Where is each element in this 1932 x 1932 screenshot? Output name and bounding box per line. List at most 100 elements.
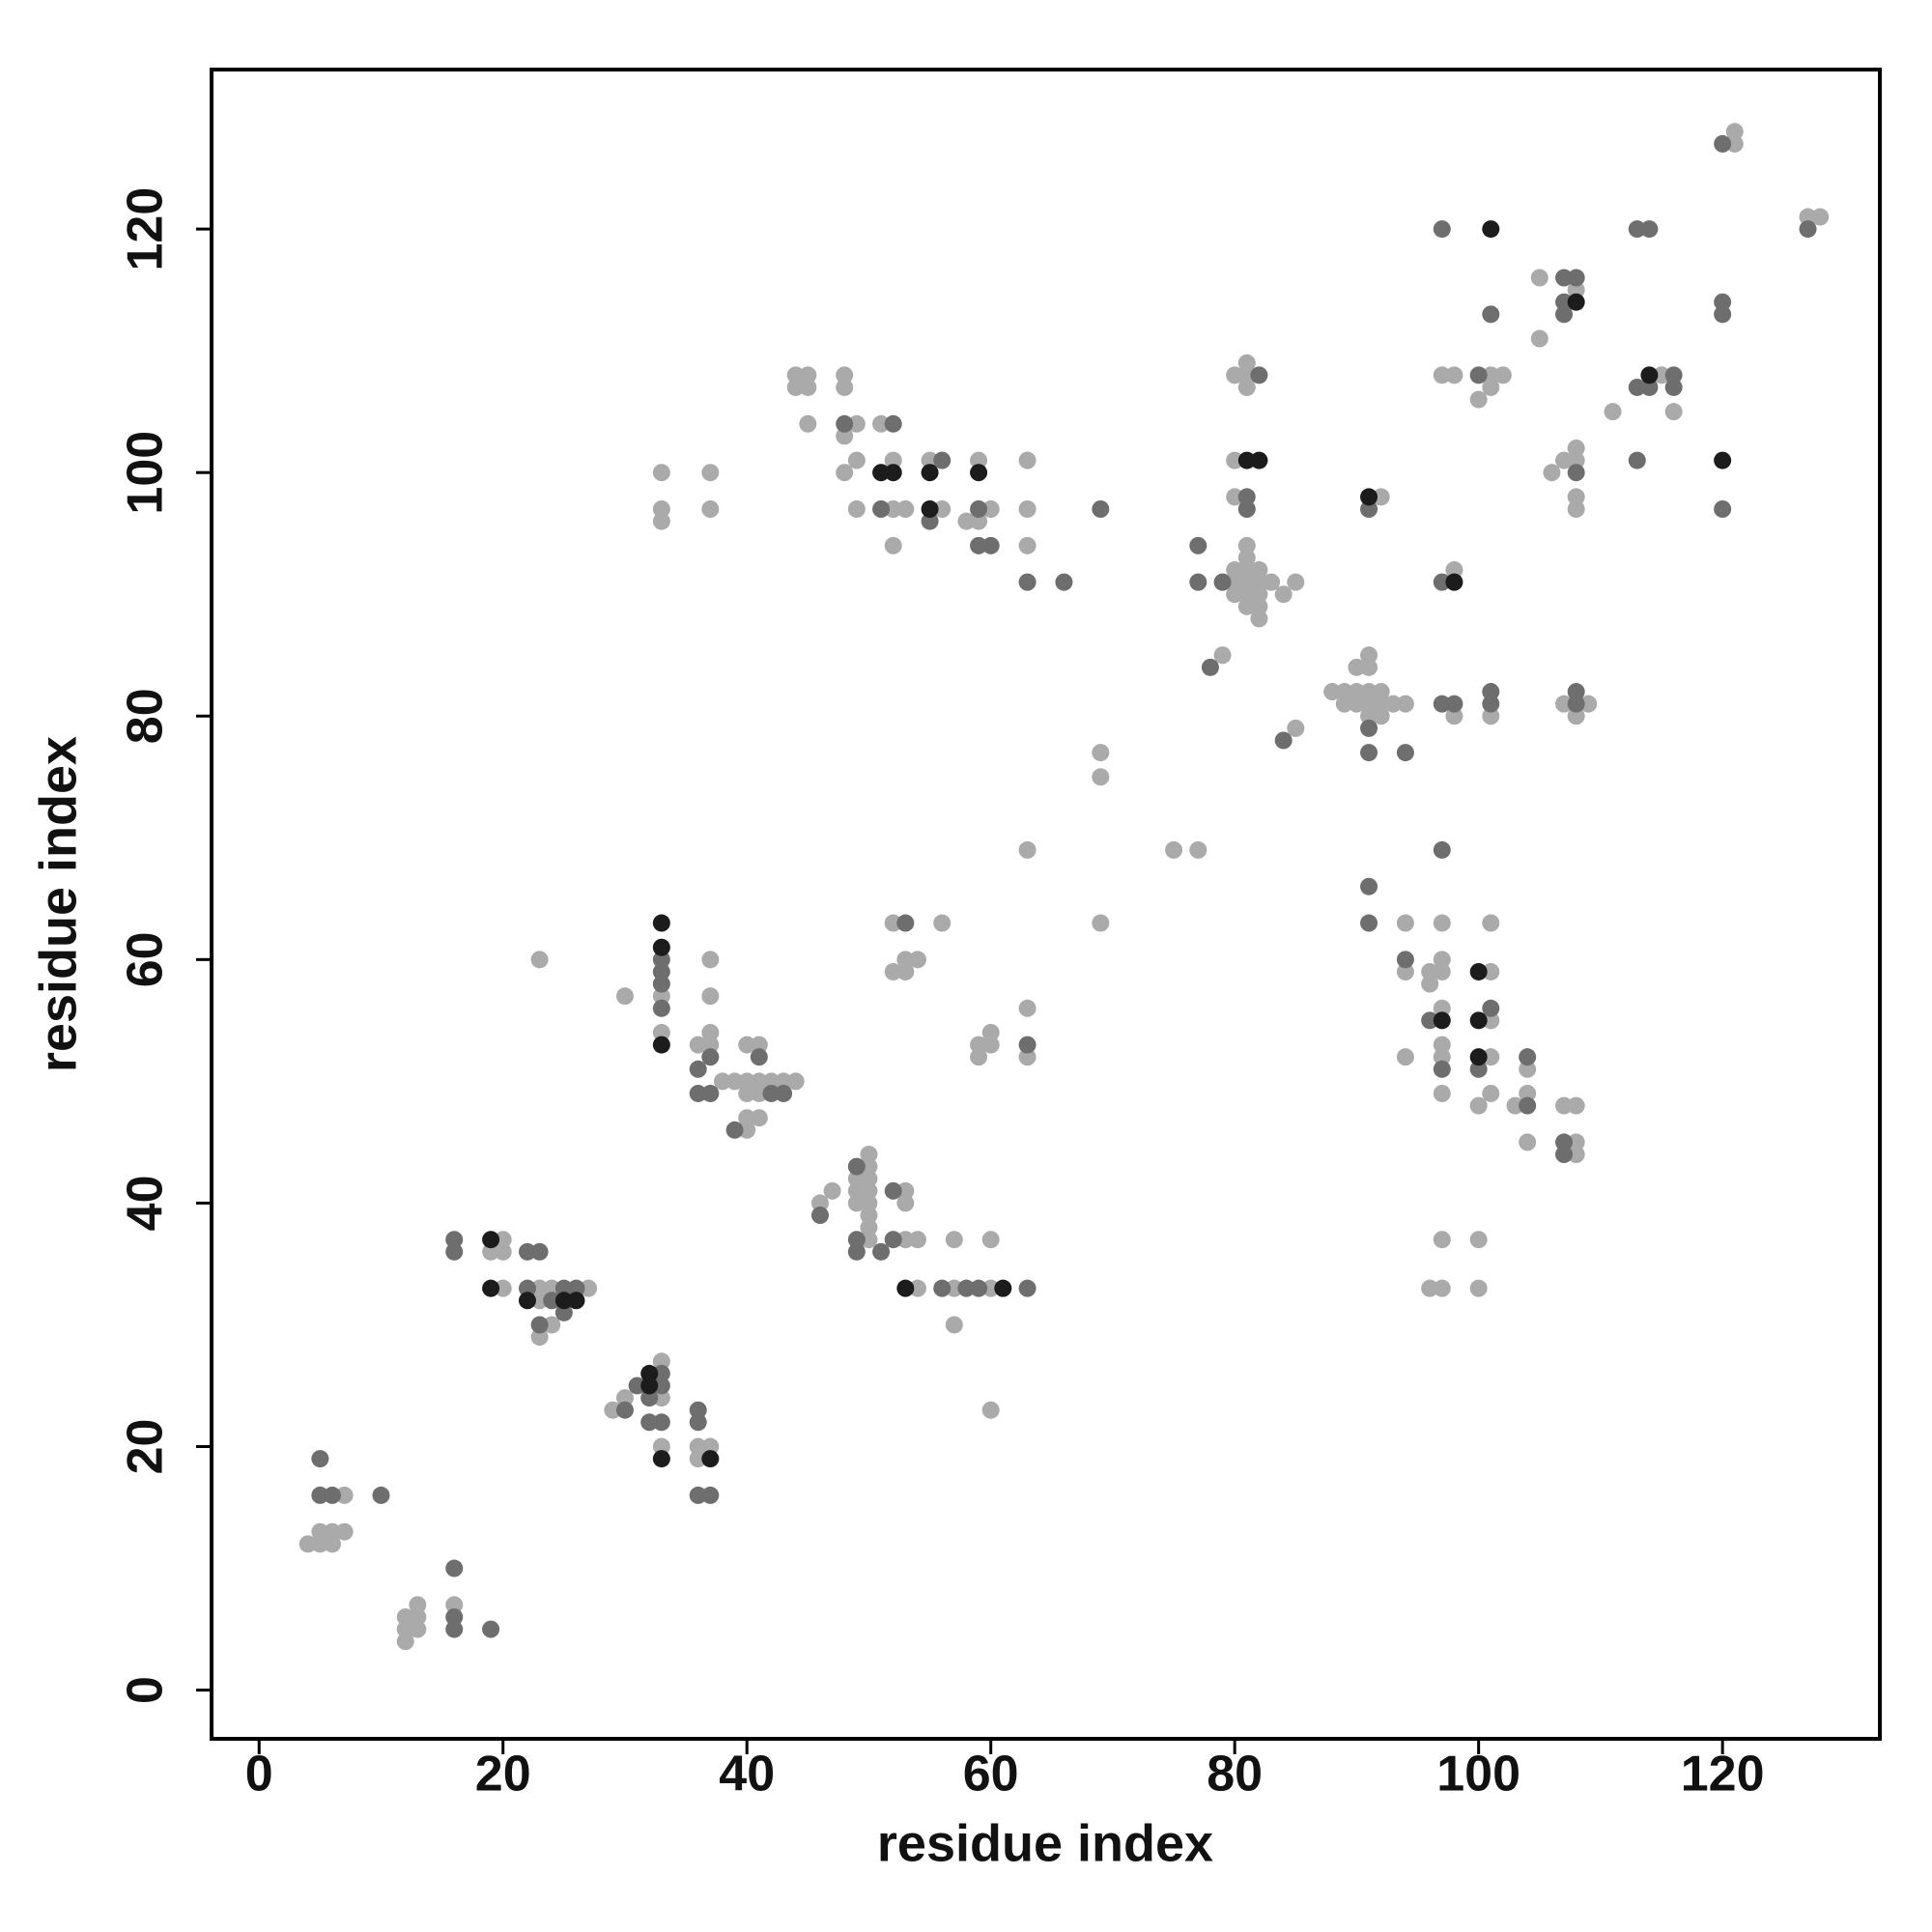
point [1469,366,1488,384]
point [860,1231,878,1249]
point [652,951,670,969]
point [1469,962,1488,980]
point [1396,695,1414,713]
point [1640,220,1659,239]
point [1396,1048,1414,1066]
point [1640,378,1659,396]
point [652,500,670,519]
point [957,1279,976,1297]
point [896,914,915,932]
point [652,962,670,980]
point [1201,658,1219,676]
point [872,464,891,482]
point [1482,914,1500,932]
point [1664,378,1683,396]
point [1567,500,1585,519]
point [799,366,817,384]
point [1506,1096,1524,1115]
point [1567,281,1585,299]
point [847,500,866,519]
point [640,1364,659,1382]
point [628,1377,646,1395]
point [1482,1084,1500,1102]
point [445,1231,464,1249]
point [1250,573,1268,591]
point [1237,451,1256,469]
x-tick-label: 40 [719,1747,775,1803]
point [1628,220,1646,239]
point [1567,1096,1585,1115]
point [810,1207,829,1225]
point [1092,914,1110,932]
point [1348,683,1366,701]
point [896,1279,915,1297]
point [701,1036,720,1054]
point [970,451,988,469]
point [750,1084,768,1102]
point [1469,1048,1488,1066]
point [908,951,926,969]
point [396,1620,414,1638]
point [580,1279,598,1297]
point [1445,366,1463,384]
point [1360,707,1378,725]
point [1433,1279,1451,1297]
point [1433,573,1451,591]
point [1237,378,1256,396]
point [750,1036,768,1054]
point [884,500,902,519]
point [750,1109,768,1127]
point [1433,914,1451,932]
point [1213,573,1232,591]
point [933,914,952,932]
point [701,1450,720,1468]
point [896,1181,915,1200]
x-tick-label: 0 [245,1747,273,1803]
point [836,366,854,384]
point [921,500,939,519]
point [554,1303,573,1321]
point [1237,573,1256,591]
point [896,962,915,980]
point [1567,695,1585,713]
point [543,1279,561,1297]
point [701,1437,720,1456]
point [1287,719,1305,737]
point [786,1072,805,1091]
point [1433,695,1451,713]
point [604,1401,622,1419]
point [494,1231,512,1249]
point [1482,999,1500,1017]
point [1493,366,1512,384]
point [1567,683,1585,701]
x-tick-label: 60 [963,1747,1019,1803]
point [1250,597,1268,615]
point [1396,744,1414,762]
y-tick-label: 20 [118,1419,174,1475]
point [1811,208,1830,226]
point [652,1413,670,1432]
point [738,1084,756,1102]
point [1360,695,1378,713]
point [1213,646,1232,665]
point [1250,561,1268,580]
point [872,414,891,433]
point [1421,1279,1439,1297]
point [1372,683,1390,701]
point [1360,646,1378,665]
point [1421,962,1439,980]
x-tick-label: 20 [475,1747,531,1803]
point [1360,488,1378,506]
point [1433,366,1451,384]
point [1445,573,1463,591]
point [1640,366,1659,384]
point [1237,561,1256,580]
point [884,914,902,932]
point [750,1048,768,1066]
point [1360,658,1378,676]
point [445,1242,464,1261]
point [530,1242,549,1261]
point [1714,500,1732,519]
point [652,1389,670,1407]
point [970,500,988,519]
